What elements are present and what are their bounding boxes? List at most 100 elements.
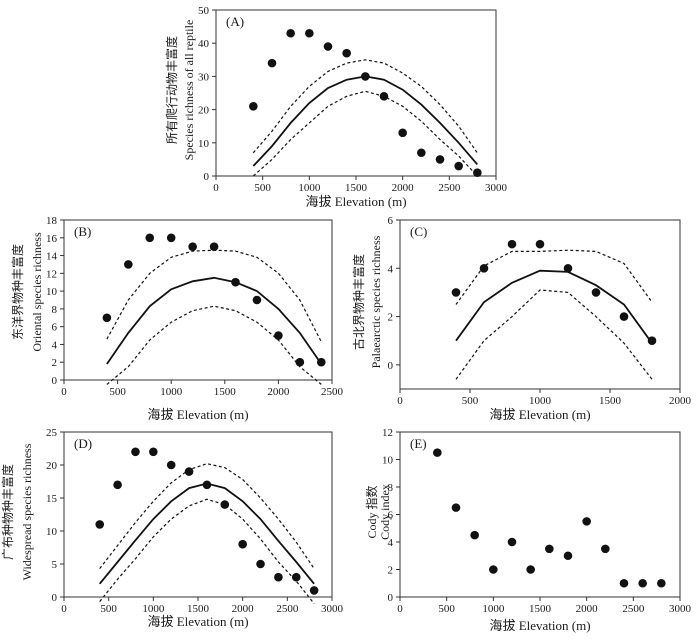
data-point [582,517,591,526]
panel-label: (B) [74,224,91,239]
y-axis-title-cn: 所有爬行动物丰富度 [164,36,179,144]
data-point [267,58,277,68]
data-point [252,295,262,305]
y-tick-label: 8 [388,482,394,494]
lower-confidence-line [99,498,315,604]
data-point [601,544,610,554]
x-tick-label: 0 [397,395,403,407]
x-tick-label: 1500 [187,603,210,615]
x-tick-label: 2000 [392,182,415,194]
x-tick-label: 500 [462,395,479,407]
panel-label: (A) [226,14,244,29]
x-tick-label: 500 [100,603,117,615]
y-axis-title-en: Oriental species richness [30,232,44,352]
upper-confidence-line [106,249,322,343]
y-tick-label: 12 [382,427,393,439]
y-tick-label: 15 [46,493,58,505]
x-axis-title: 海拔 Elevation (m) [489,618,590,633]
panel-b: 0 500 1000 1500 2000 2500 0 2 4 6 8 10 12 14 16 18 (B) 海拔… [10,215,344,422]
x-tick-label: 2500 [276,603,299,615]
data-point [188,242,197,251]
fitted-curve [99,482,315,585]
y-axis-title-cn: 古北界物种丰富度 [351,254,366,350]
lower-confidence-line [106,305,322,385]
y-tick-label: 40 [198,38,210,50]
data-point [591,288,601,297]
y-tick-label: 5 [52,559,58,571]
data-point [149,447,158,457]
x-tick-label: 2500 [438,182,461,194]
x-tick-label: 1000 [160,386,183,398]
x-tick-label: 2000 [232,603,255,615]
y-tick-label: 0 [388,360,394,372]
data-point [131,447,140,457]
x-axis-title: 海拔 Elevation (m) [305,194,406,209]
y-axis-title-en: Palaearctic species richness [369,235,383,368]
data-point [323,42,333,51]
data-point [451,288,461,297]
y-tick-label: 8 [52,304,58,316]
data-point [417,148,426,158]
data-point [231,277,240,287]
data-point [470,530,479,540]
data-point [342,48,351,58]
y-tick-label: 20 [46,460,58,472]
data-point [619,578,629,588]
y-axis-title-en: Species richness of all reptile [182,20,196,161]
x-tick-label: 1000 [482,603,505,615]
y-tick-label: 0 [52,592,58,604]
upper-confidence-line [99,463,315,569]
y-tick-label: 10 [46,526,58,538]
data-point [274,572,283,582]
x-axis-title: 海拔 Elevation (m) [147,614,248,629]
panel-d: 0 500 1000 1500 2000 2500 3000 0 5 10 15 20 25 (D) 海拔 … [0,427,344,629]
y-tick-label: 2 [388,565,394,577]
lower-confidence-line [252,90,478,177]
x-tick-label: 0 [61,386,67,398]
data-point [95,520,105,529]
data-point [526,565,535,574]
data-point [202,480,212,490]
data-point [433,448,442,457]
data-point [563,551,573,561]
y-tick-label: 2 [388,312,394,324]
data-point [316,357,326,367]
data-point [291,572,301,582]
y-tick-label: 0 [388,592,394,604]
x-tick-label: 2500 [321,386,344,398]
lower-confidence-line [455,289,653,380]
x-axis-title: 海拔 Elevation (m) [147,407,248,422]
data-point [454,161,463,171]
fitted-curve [455,269,653,344]
panel-e: 0 500 1000 1500 2000 2500 3000 0 2 4 6 8 10 12 (E) 海拔 E… [364,427,692,633]
y-tick-label: 20 [198,105,210,117]
upper-confidence-line [455,249,653,305]
x-tick-label: 1500 [599,395,622,407]
y-tick-label: 4 [52,339,58,351]
data-point [507,239,517,249]
data-point [145,233,155,243]
y-tick-label: 10 [382,455,394,467]
x-tick-label: 1500 [345,182,368,194]
y-tick-label: 10 [46,286,58,298]
panel-c: 0 500 1000 1500 2000 0 2 4 6 (C) 海拔 Elevation (m) 古… [351,215,692,422]
x-tick-label: 1500 [529,603,552,615]
data-point [545,544,554,554]
data-point [256,559,265,569]
x-tick-label: 3000 [485,182,508,194]
plot-frame [215,9,497,177]
y-tick-label: 50 [198,5,210,17]
x-tick-label: 1000 [529,395,552,407]
y-tick-label: 14 [46,251,58,263]
y-axis-title-cn: Cody 指数 [364,485,379,538]
data-point [209,242,219,251]
data-point [305,28,314,38]
data-point [249,101,258,111]
x-tick-label: 1500 [214,386,237,398]
data-point [435,155,445,164]
data-point [309,586,319,595]
y-tick-label: 30 [198,71,210,83]
fitted-curve [252,75,478,167]
x-tick-label: 2000 [267,386,290,398]
y-axis-title-cn: 东洋界物种丰富度 [10,244,25,340]
